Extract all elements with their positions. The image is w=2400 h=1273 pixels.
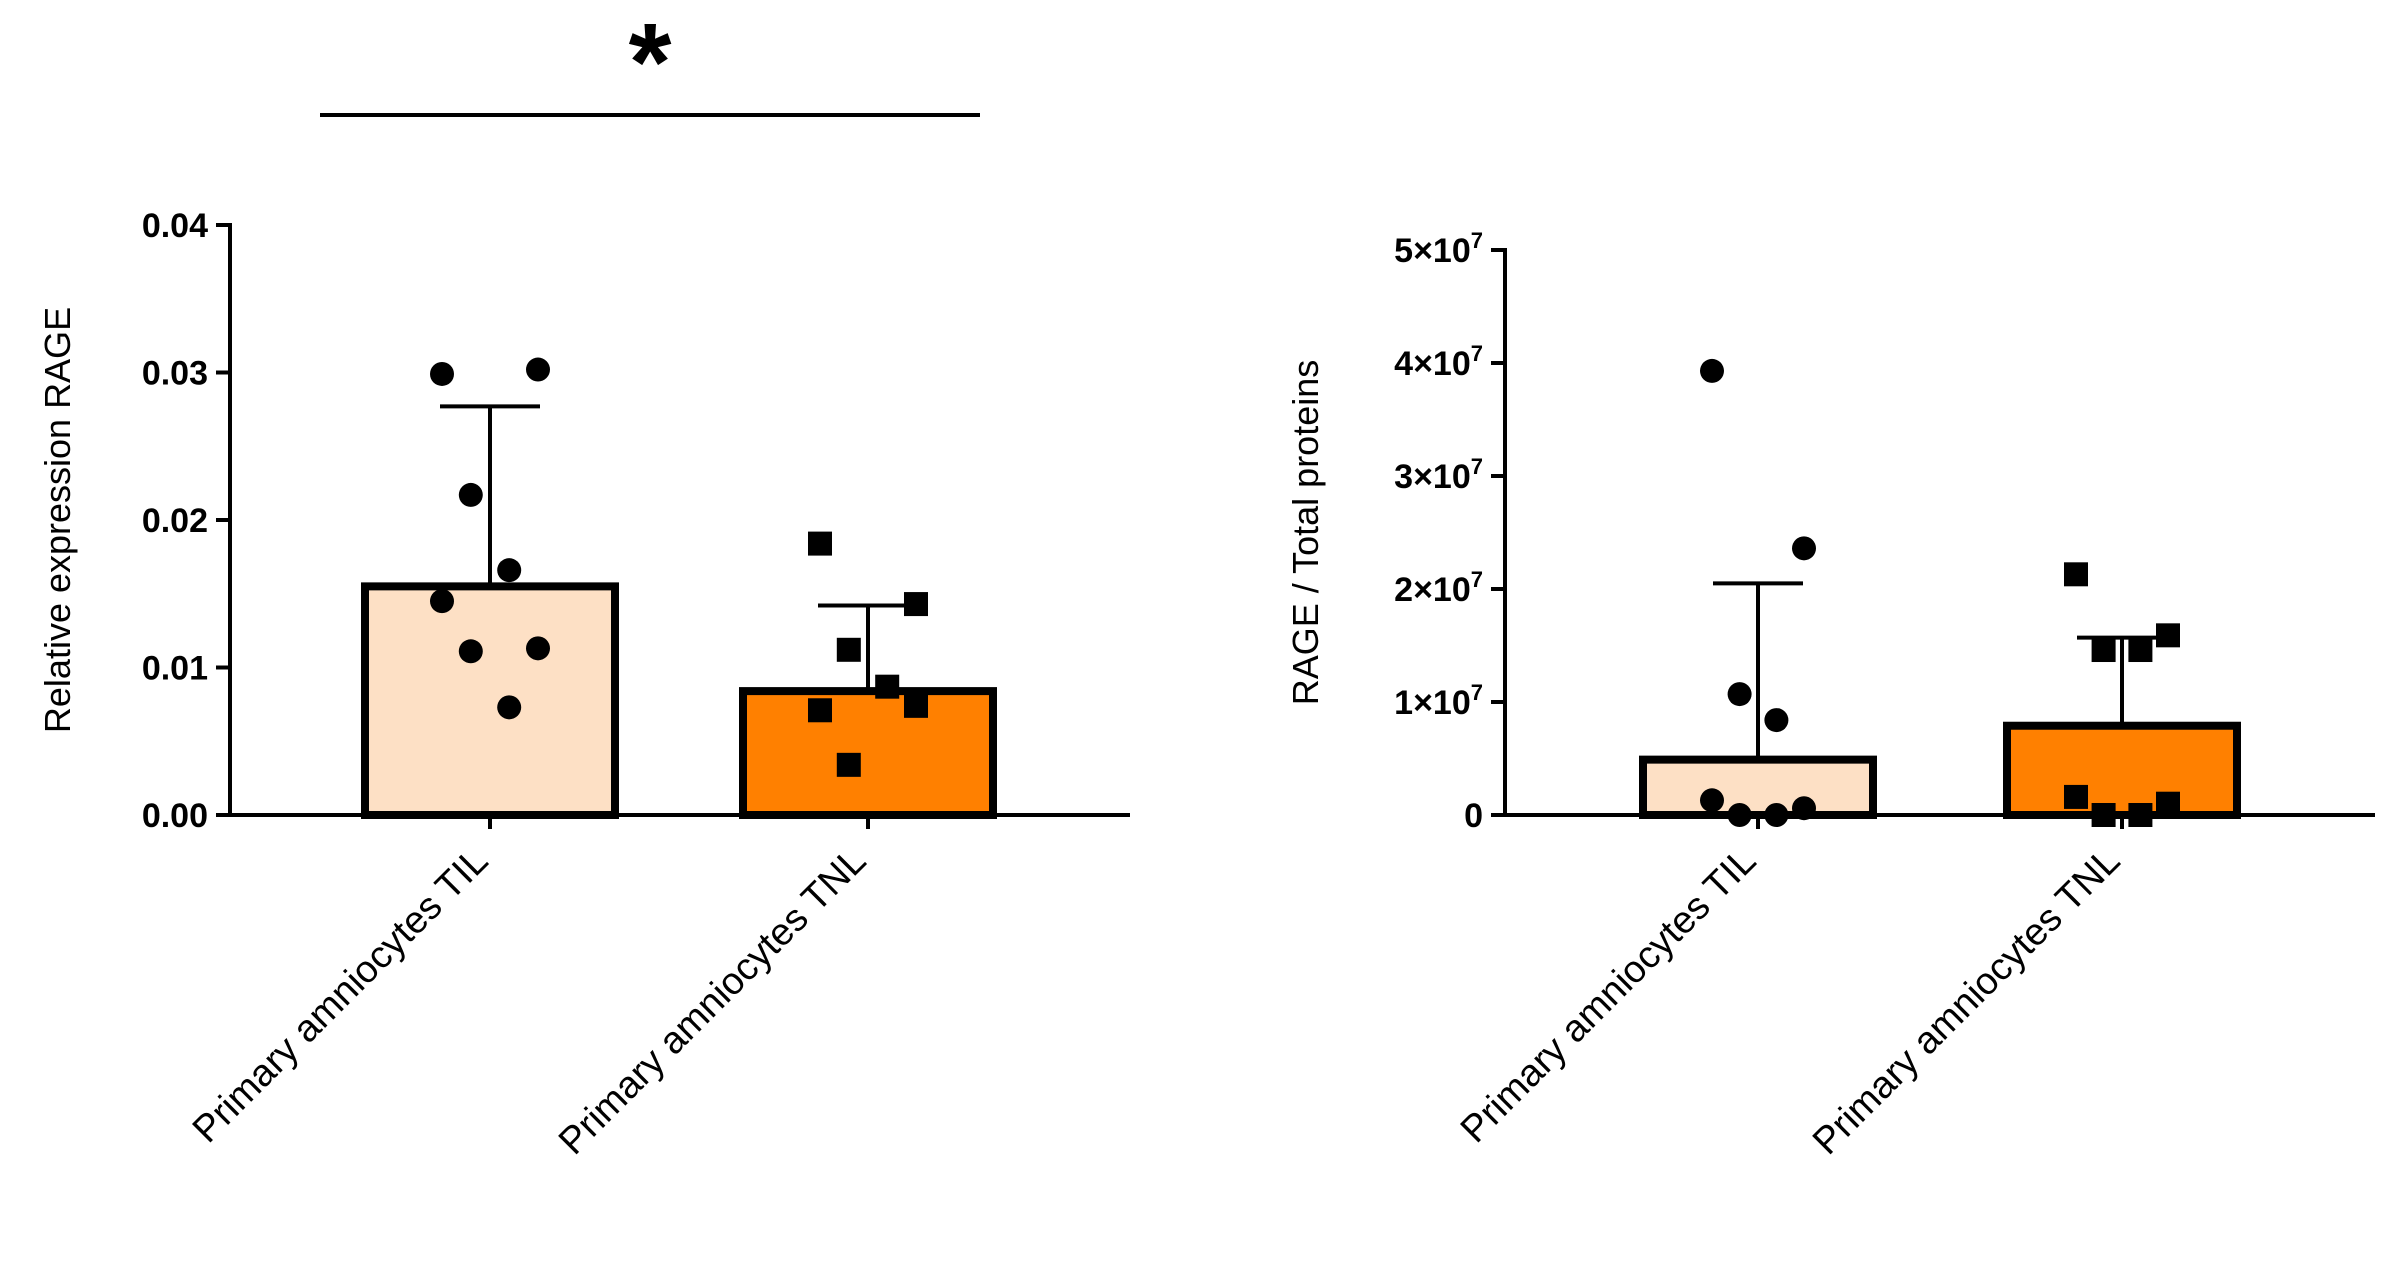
y-axis-title: RAGE / Total proteins (1285, 360, 1326, 706)
data-point (904, 592, 928, 617)
data-point (1700, 788, 1724, 813)
data-point (430, 361, 454, 386)
significance-marker: * (629, 1, 672, 124)
data-point (808, 698, 832, 723)
bar-2 (739, 687, 997, 819)
y-tick-label: 0.02 (142, 502, 208, 540)
data-point (526, 357, 550, 382)
y-tick-label: 5×107 (1394, 228, 1483, 270)
data-point (904, 693, 928, 718)
y-tick-label: 0.03 (142, 355, 208, 393)
x-tick-label: Primary amniocytes TIL (185, 840, 496, 1151)
y-tick-label: 0.04 (142, 207, 208, 245)
data-point (2156, 791, 2180, 816)
data-point (1727, 682, 1752, 707)
data-point (497, 695, 522, 720)
bar-2 (2003, 721, 2241, 819)
data-point (2156, 623, 2180, 648)
bar-1 (1639, 755, 1877, 820)
data-point (875, 674, 900, 699)
y-tick-label: 0 (1464, 797, 1483, 835)
data-point (808, 531, 832, 556)
y-tick-label: 0.00 (142, 797, 208, 835)
data-point (458, 639, 483, 664)
data-point (430, 589, 454, 614)
bar-1 (361, 582, 619, 819)
data-point (526, 636, 550, 661)
y-tick-label: 4×107 (1394, 341, 1483, 383)
x-tick-label: Primary amniocytes TNL (551, 840, 874, 1163)
y-tick-label: 0.01 (142, 650, 208, 688)
y-axis-title: Relative expression RAGE (37, 307, 78, 733)
x-tick-label: Primary amniocytes TIL (1453, 840, 1764, 1151)
data-point (497, 558, 522, 583)
data-point (836, 637, 861, 662)
data-point (2064, 784, 2088, 809)
chart-panel-2: 0 1×107 2×107 3×107 4×107 5×107 Primary amnioc… (1285, 228, 2375, 1163)
data-point (836, 752, 861, 777)
data-point (1764, 708, 1789, 733)
chart-panel-1: 0.00 0.01 0.02 0.03 0.04 Primary amniocytes T… (37, 1, 1130, 1163)
data-point (2128, 638, 2153, 663)
data-point (1700, 358, 1724, 383)
x-tick-label: Primary amniocytes TNL (1805, 840, 2128, 1163)
data-point (2064, 562, 2088, 587)
data-point (1792, 536, 1816, 561)
data-point (458, 482, 483, 507)
y-tick-label: 1×107 (1394, 680, 1483, 722)
y-tick-label: 3×107 (1394, 454, 1483, 496)
data-point (2091, 638, 2116, 663)
y-tick-label: 2×107 (1394, 567, 1483, 609)
